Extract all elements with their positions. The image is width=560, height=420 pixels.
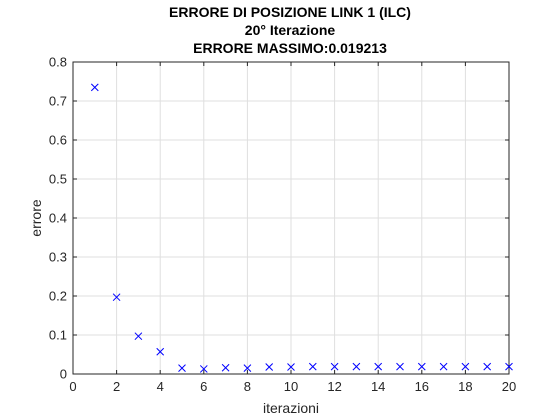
y-tick-label: 0.8 [49,55,67,70]
plot-area: 0 2 4 6 8 10 12 14 16 18 20 0 0.1 0.2 0.3 0.4 0.5 0.6 0.7 0… [49,55,516,395]
x-tick-label: 10 [284,379,298,394]
x-tick-label: 14 [371,379,385,394]
data-point-marker [221,363,230,372]
data-point-marker [90,83,99,92]
y-tick-label: 0.2 [49,289,67,304]
y-tick-label: 0.7 [49,94,67,109]
data-point-marker [112,293,121,302]
data-point-marker [417,362,426,371]
x-tick-label: 0 [69,379,76,394]
data-point-marker [330,362,339,371]
tick-labels: 0 2 4 6 8 10 12 14 16 18 20 0 0.1 0.2 0.3 0.4 0.5 0.6 0.7 0… [49,55,516,395]
data-point-marker [352,362,361,371]
data-point-marker [156,347,165,356]
chart-subtitle: 20° Iterazione [245,22,336,38]
data-point-marker [483,362,492,371]
data-point-marker [265,363,274,371]
y-tick-label: 0.3 [49,250,67,265]
x-tick-label: 6 [200,379,207,394]
y-tick-label: 0 [60,367,67,382]
x-tick-label: 4 [157,379,164,394]
data-point-marker [439,362,448,371]
y-tick-label: 0.6 [49,133,67,148]
data-point-marker [308,362,317,371]
x-axis-label: iterazioni [263,400,319,416]
y-tick-label: 0.4 [49,211,67,226]
x-tick-label: 16 [415,379,429,394]
x-tick-label: 18 [458,379,472,394]
x-tick-label: 20 [502,379,516,394]
y-axis-label: errore [28,199,44,237]
data-point-marker [243,364,252,373]
data-point-marker [396,362,404,371]
data-point-marker [199,365,208,373]
data-point-marker [178,364,186,373]
y-tick-label: 0.1 [49,328,67,343]
data-point-marker [287,363,295,371]
x-tick-label: 8 [244,379,251,394]
data-markers [90,83,513,373]
chart-title: ERRORE DI POSIZIONE LINK 1 (ILC) [169,4,411,20]
data-point-marker [374,362,383,371]
data-point-marker [461,362,470,371]
ticks [72,61,510,375]
x-tick-label: 2 [113,379,120,394]
data-point-marker [505,362,513,371]
y-tick-label: 0.5 [49,172,67,187]
chart-max-error: ERRORE MASSIMO:0.019213 [193,40,387,56]
x-tick-label: 12 [327,379,341,394]
data-point-marker [134,332,143,341]
